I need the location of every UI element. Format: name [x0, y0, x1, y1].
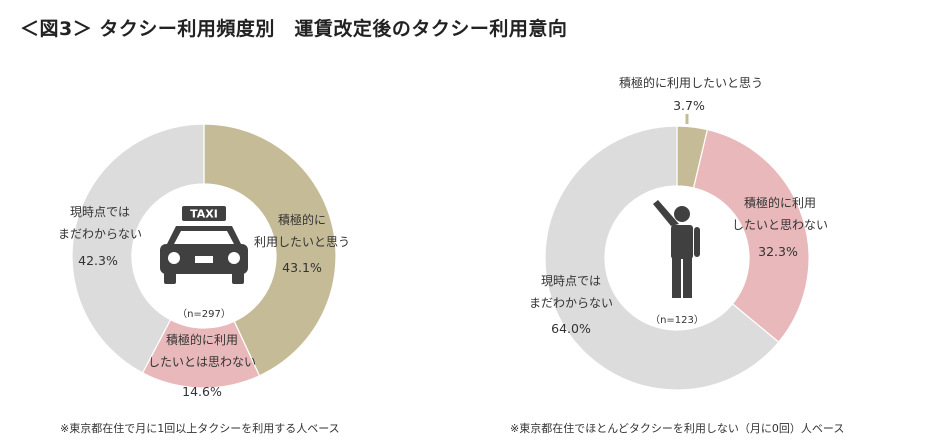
- sample-size-label: （n=123）: [650, 314, 704, 326]
- slice-label: したいとは思わない: [148, 355, 256, 369]
- sample-size-label: （n=297）: [177, 308, 231, 320]
- taxi-sign-label: TAXI: [190, 208, 218, 221]
- slice-label: まだわからない: [529, 296, 613, 310]
- slice-label: したいと思わない: [732, 218, 828, 232]
- taxi-icon: TAXI: [160, 206, 248, 284]
- slice-label: 積極的に利用: [744, 195, 816, 210]
- slice-label: 利用したいと思う: [254, 235, 350, 249]
- slice-value-label: 43.1%: [282, 260, 322, 275]
- slice-value-label: 64.0%: [551, 321, 591, 336]
- person-icon: [653, 200, 700, 298]
- slice-value-label: 32.3%: [758, 244, 798, 259]
- chart-title: ＜図3＞ タクシー利用頻度別 運賃改定後のタクシー利用意向: [20, 18, 568, 40]
- slice-value-label: 42.3%: [78, 253, 118, 268]
- slice-value-label: 14.6%: [182, 384, 222, 399]
- slice-value-label: 3.7%: [673, 98, 705, 113]
- slice-label: 現時点では: [541, 274, 601, 288]
- slice-label: 積極的に利用したいと思う: [619, 75, 763, 90]
- footnote-frequent-users: ※東京都在住で月に1回以上タクシーを利用する人ベース: [60, 422, 340, 435]
- donut-slice: [692, 128, 810, 343]
- donut-slice: [544, 125, 780, 391]
- donut-slice: [203, 123, 337, 377]
- slice-label: 現時点では: [70, 205, 130, 219]
- donut-slice: [71, 123, 205, 374]
- slice-label: 積極的に利用: [166, 332, 238, 347]
- slice-label: 積極的に: [278, 212, 326, 227]
- slice-label: まだわからない: [58, 227, 142, 241]
- footnote-infrequent-users: ※東京都在住でほとんどタクシーを利用しない（月に0回）人ベース: [510, 422, 845, 435]
